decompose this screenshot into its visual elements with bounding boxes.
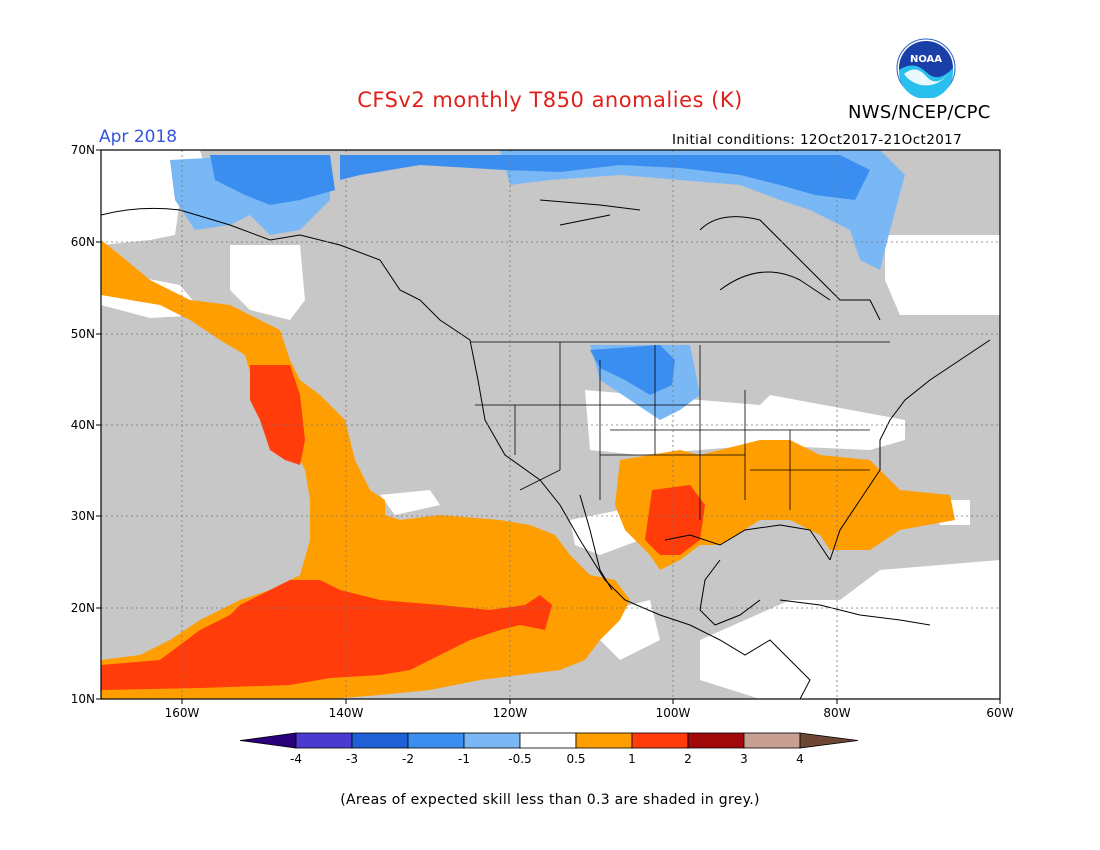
map-title: CFSv2 monthly T850 anomalies (K) — [357, 88, 743, 112]
legend-label: -1 — [458, 752, 470, 766]
legend-label: -3 — [346, 752, 358, 766]
legend-label: 2 — [684, 752, 692, 766]
legend-swatch — [351, 732, 409, 749]
lon-label: 160W — [164, 706, 200, 720]
lon-label: 100W — [655, 706, 691, 720]
lat-label: 40N — [70, 418, 95, 432]
cold-regions — [210, 155, 870, 395]
legend-swatch — [631, 732, 689, 749]
legend-label: 3 — [740, 752, 748, 766]
legend-swatch — [575, 732, 633, 749]
legend-label: 1 — [628, 752, 636, 766]
legend-swatch — [463, 732, 521, 749]
lat-label: 60N — [70, 235, 95, 249]
lat-label: 50N — [70, 327, 95, 341]
lat-label: 20N — [70, 601, 95, 615]
lon-label: 140W — [328, 706, 364, 720]
legend-swatch — [407, 732, 465, 749]
legend-label: 0.5 — [566, 752, 585, 766]
target-month: Apr 2018 — [99, 127, 178, 147]
legend-label: -4 — [290, 752, 302, 766]
initial-conditions: Initial conditions: 12Oct2017-21Oct2017 — [672, 132, 963, 148]
noaa-logo-icon: NOAA — [896, 38, 956, 98]
legend-swatch — [519, 732, 577, 749]
legend-swatch — [743, 732, 801, 749]
lat-label: 30N — [70, 509, 95, 523]
axis-ticks — [96, 149, 1001, 704]
warm-strong-regions — [101, 365, 705, 690]
legend-swatch — [687, 732, 745, 749]
coastlines — [101, 199, 991, 699]
legend-label: 4 — [796, 752, 804, 766]
state-borders — [470, 341, 890, 520]
logo-text: NOAA — [910, 54, 942, 65]
footnote: (Areas of expected skill less than 0.3 a… — [340, 792, 760, 808]
lon-label: 120W — [492, 706, 528, 720]
legend-label: -0.5 — [508, 752, 531, 766]
legend-arrow-min — [239, 732, 297, 749]
lon-label: 80W — [823, 706, 851, 720]
org-label: NWS/NCEP/CPC — [848, 102, 991, 123]
lat-label: 70N — [70, 143, 95, 157]
lon-label: 60W — [986, 706, 1014, 720]
graticule — [101, 150, 1000, 699]
legend-swatch — [295, 732, 353, 749]
legend-label: -2 — [402, 752, 414, 766]
lat-label: 10N — [70, 692, 95, 706]
legend-arrow-max — [799, 732, 859, 749]
